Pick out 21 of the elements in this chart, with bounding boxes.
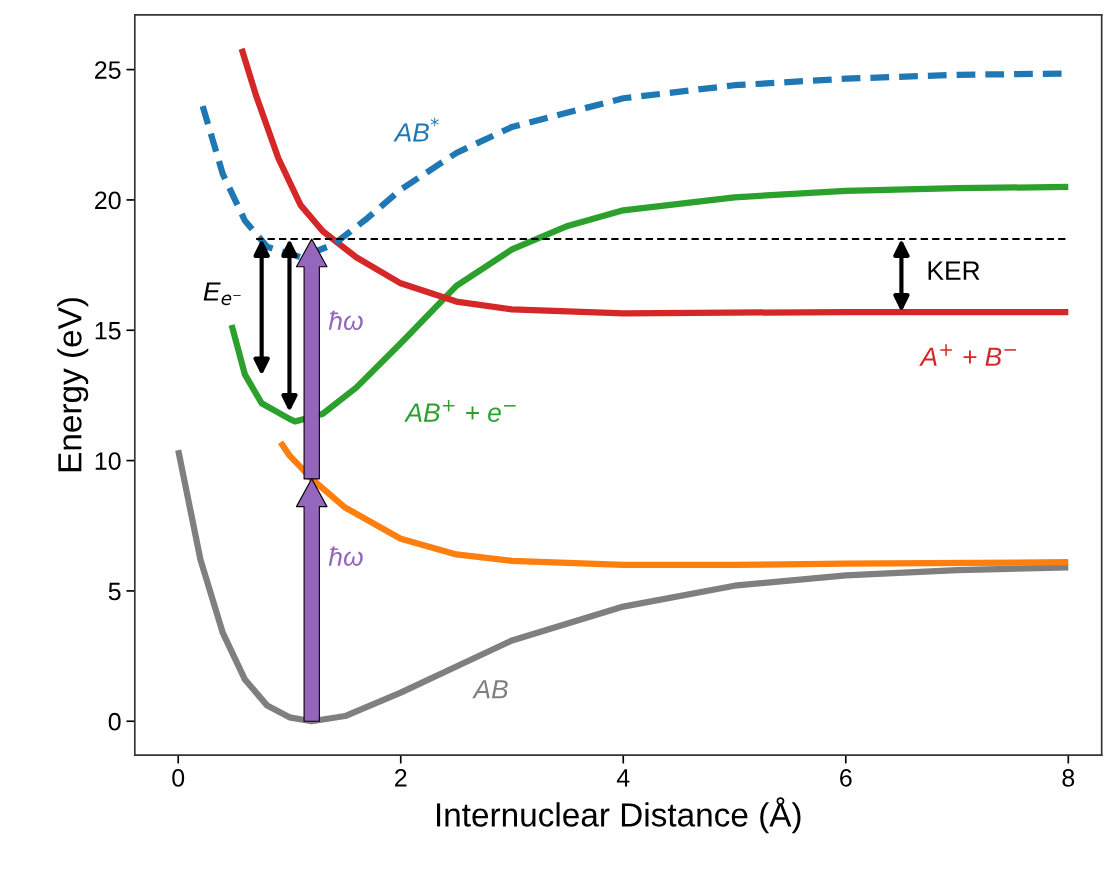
annotation: ħω bbox=[328, 310, 363, 331]
y-tick-label: 10 bbox=[95, 452, 121, 470]
x-axis-title: Internuclear Distance (Å) bbox=[437, 797, 801, 834]
annotation: E$_{e⁻}$ bbox=[203, 282, 241, 306]
x-tick-label: 0 bbox=[172, 768, 185, 787]
y-tick-label: 15 bbox=[95, 322, 121, 340]
y-axis-title: Energy (eV) bbox=[57, 298, 89, 472]
series-label: AB$^{+}$ + e$^{−}$ bbox=[404, 400, 516, 422]
x-tick-label: 4 bbox=[616, 769, 630, 787]
x-tick-label: 2 bbox=[395, 768, 407, 787]
series-label: AB bbox=[472, 680, 508, 699]
annotation: ħω bbox=[328, 546, 363, 566]
annotation: KER bbox=[928, 261, 980, 280]
y-tick-label: 0 bbox=[108, 712, 121, 731]
y-tick-label: 5 bbox=[108, 582, 121, 601]
series-label: A$^{+}$ + B$^{−}$ bbox=[919, 344, 1016, 366]
y-tick-label: 20 bbox=[95, 191, 121, 210]
x-tick-label: 6 bbox=[840, 768, 852, 787]
x-tick-label: 8 bbox=[1062, 768, 1075, 787]
series-label: AB$^{*}$ bbox=[393, 117, 439, 142]
y-tick-label: 25 bbox=[95, 61, 121, 79]
